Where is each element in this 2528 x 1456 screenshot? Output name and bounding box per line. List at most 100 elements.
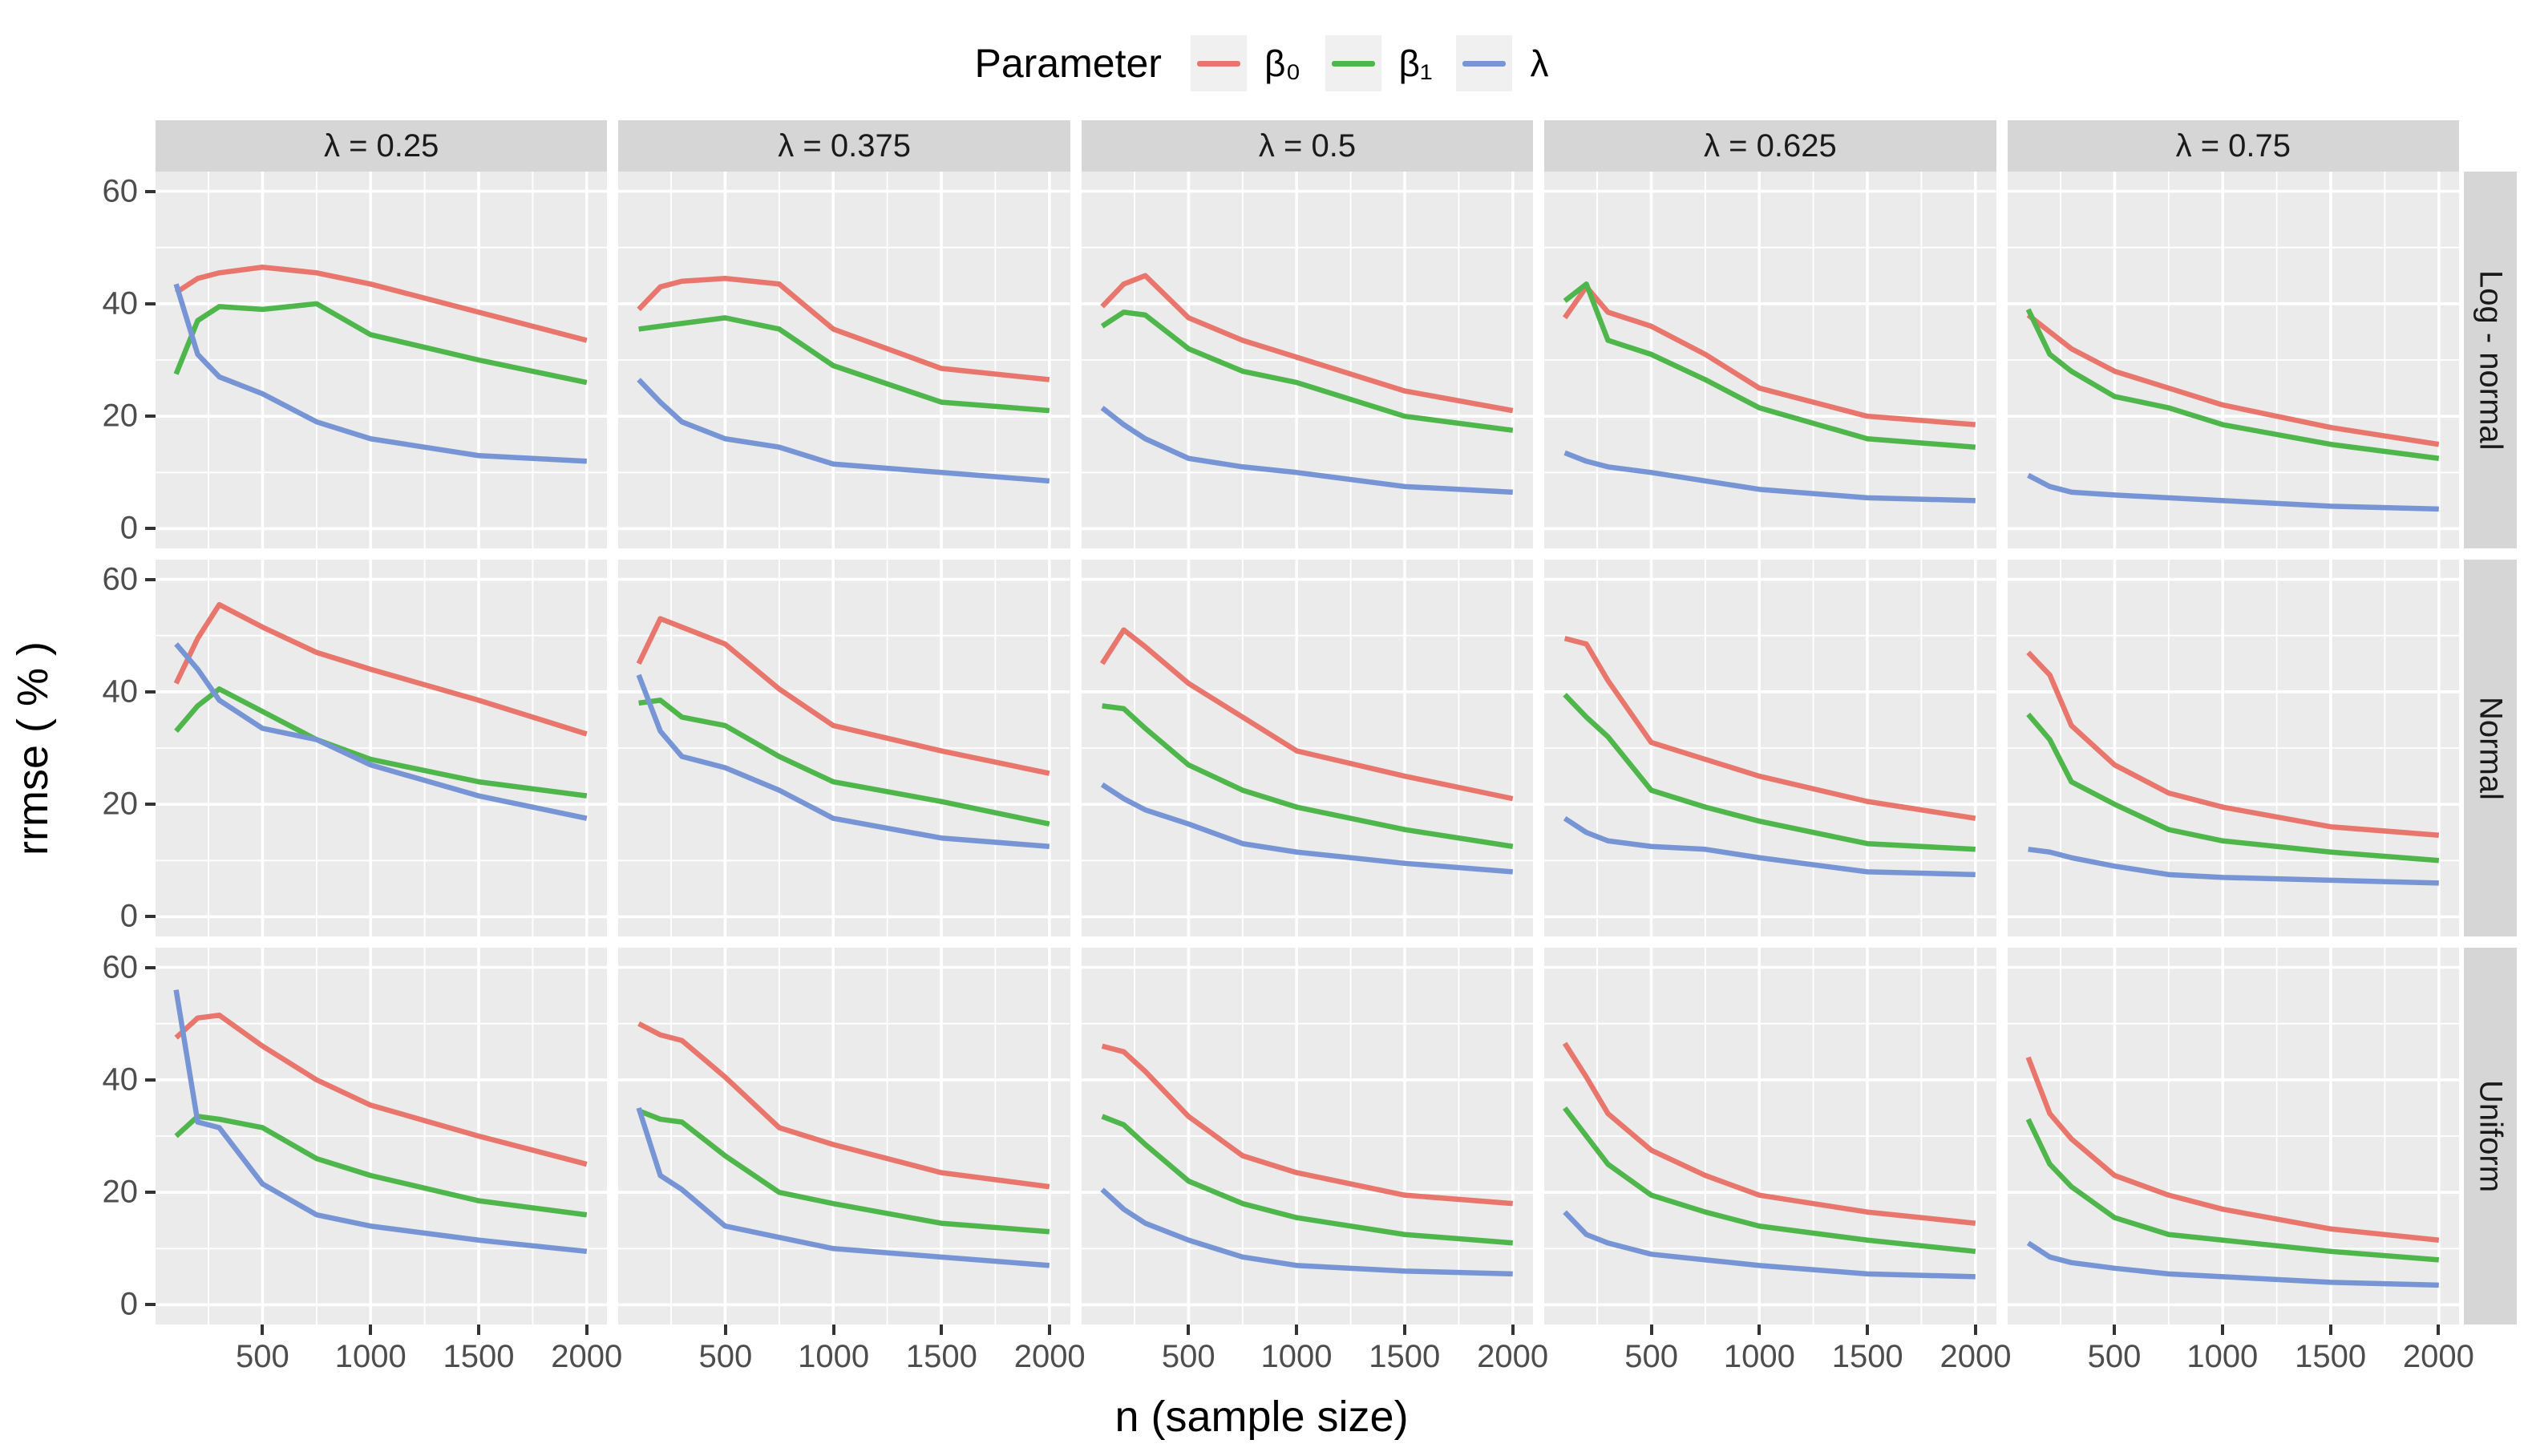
facet-panel-r1-c2 <box>1081 560 1534 936</box>
strip-row-left-spacer <box>6 120 156 172</box>
facet-panel-r1-c3 <box>1544 560 1996 936</box>
y-tick-block-row-0: 60 40 20 0 <box>59 172 156 548</box>
y-tick-mark <box>145 527 156 531</box>
y-tick-label: 40 <box>102 285 139 322</box>
x-tick-mark <box>940 1325 944 1335</box>
facet-strip-row-2: Uniform <box>2464 948 2517 1325</box>
x-tick-label: 1500 <box>443 1339 515 1374</box>
y-tick-mark <box>145 301 156 305</box>
x-tick-mark <box>261 1325 265 1335</box>
facet-plot-r2-c1 <box>618 948 1070 1325</box>
series-line-beta0 <box>176 1015 587 1164</box>
facet-plot-r1-c1 <box>618 560 1070 936</box>
facet-strip-col-2: λ = 0.5 <box>1081 120 1534 172</box>
legend-key-beta0 <box>1190 35 1247 91</box>
series-line-lambda <box>1102 1190 1512 1274</box>
legend-key-lambda <box>1456 35 1513 91</box>
x-tick-mark <box>369 1325 373 1335</box>
facet-plot-r1-c3 <box>1544 560 1996 936</box>
facet-plot-r0-c1 <box>618 172 1070 548</box>
y-tick-mark <box>145 1191 156 1195</box>
series-line-beta0 <box>1102 1046 1512 1203</box>
series-line-beta0 <box>1565 287 1976 425</box>
y-tick-mark <box>145 577 156 581</box>
series-line-beta1 <box>1102 706 1512 846</box>
facet-strip-row-label-2: Uniform <box>2473 1079 2509 1193</box>
x-tick-label: 1500 <box>1369 1339 1441 1374</box>
series-line-beta0 <box>639 1024 1050 1187</box>
facet-plot-r1-c4 <box>2008 560 2459 936</box>
legend: Parameter β₀ β₁ λ <box>6 6 2517 120</box>
series-line-lambda <box>176 284 587 461</box>
x-tick-label: 1500 <box>905 1339 977 1374</box>
series-line-lambda <box>639 675 1050 847</box>
x-tick-mark <box>1649 1325 1653 1335</box>
facet-plot-r0-c3 <box>1544 172 1996 548</box>
series-line-beta1 <box>1565 284 1976 447</box>
legend-key-line-lambda <box>1462 60 1507 67</box>
y-tick-label: 60 <box>102 949 139 985</box>
y-tick-label: 20 <box>102 786 139 822</box>
facet-strip-row-1: Normal <box>2464 560 2517 936</box>
x-tick-mark <box>476 1325 480 1335</box>
series-line-lambda <box>176 644 587 818</box>
x-tick-mark <box>2113 1325 2117 1335</box>
series-line-lambda <box>1102 785 1512 872</box>
series-line-beta0 <box>2028 315 2438 444</box>
x-tick-mark <box>1402 1325 1406 1335</box>
y-tick-mark <box>145 965 156 969</box>
series-line-beta1 <box>2028 1119 2438 1260</box>
facet-panel-r0-c2 <box>1081 172 1534 548</box>
facet-strip-row-label-0: Log - normal <box>2473 269 2509 451</box>
facet-column-strips-row: λ = 0.25 λ = 0.375 λ = 0.5 λ = 0.625 λ = 0.7… <box>6 120 2517 172</box>
y-tick-block-row-1: 60 40 20 0 <box>59 560 156 936</box>
series-line-lambda <box>2028 849 2438 883</box>
x-tick-mark <box>2220 1325 2224 1335</box>
x-tick-label: 1000 <box>334 1339 407 1374</box>
facet-panel-r2-c4 <box>2007 948 2459 1325</box>
series-line-lambda <box>1565 453 1976 501</box>
legend-key-beta1 <box>1325 35 1381 91</box>
series-line-lambda <box>176 990 587 1252</box>
legend-label-beta1: β₁ <box>1398 42 1433 84</box>
facet-panel-r2-c1 <box>618 948 1070 1325</box>
x-tick-label: 1000 <box>1260 1339 1333 1374</box>
series-line-beta1 <box>1102 1116 1512 1243</box>
series-line-lambda <box>2028 1243 2438 1285</box>
x-axis-ticks-row: 500 1000 1500 2000 500 1000 1500 2000 500 1000 150… <box>6 1325 2517 1382</box>
facet-panel-r0-c3 <box>1544 172 1996 548</box>
x-ticks-left-spacer <box>6 1325 156 1382</box>
series-line-beta1 <box>639 700 1050 823</box>
x-tick-mark <box>1187 1325 1191 1335</box>
series-line-beta0 <box>176 267 587 340</box>
x-tick-mark <box>1048 1325 1052 1335</box>
x-tick-mark <box>831 1325 835 1335</box>
series-line-beta1 <box>176 689 587 795</box>
x-tick-label: 1000 <box>1723 1339 1795 1374</box>
x-tick-label: 2000 <box>1013 1339 1086 1374</box>
series-line-beta0 <box>1565 1043 1976 1223</box>
series-line-lambda <box>1565 1212 1976 1277</box>
strip-row-right-spacer <box>2459 120 2517 172</box>
facet-plot-r0-c4 <box>2008 172 2459 548</box>
facet-plot-r2-c0 <box>156 948 607 1325</box>
y-tick-label: 20 <box>102 398 139 434</box>
x-tick-label: 2000 <box>1939 1339 2012 1374</box>
x-tick-label: 2000 <box>2402 1339 2474 1374</box>
y-tick-mark <box>145 803 156 807</box>
legend-title: Parameter <box>974 41 1162 86</box>
y-tick-label: 0 <box>119 510 138 546</box>
facet-strip-col-1: λ = 0.375 <box>618 120 1070 172</box>
x-tick-cell-col-0: 500 1000 1500 2000 <box>156 1325 622 1382</box>
series-line-lambda <box>2028 475 2438 509</box>
series-line-beta1 <box>176 304 587 382</box>
facet-strip-row-0: Log - normal <box>2464 172 2517 548</box>
y-tick-block-row-2: 60 40 20 0 <box>59 948 156 1325</box>
x-tick-mark <box>1757 1325 1762 1335</box>
legend-key-line-beta1 <box>1331 60 1375 67</box>
y-tick-label: 20 <box>102 1174 139 1210</box>
series-line-lambda <box>639 1108 1050 1265</box>
series-line-lambda <box>1565 819 1976 875</box>
facet-strip-col-4: λ = 0.75 <box>2007 120 2459 172</box>
facet-panel-r2-c2 <box>1081 948 1534 1325</box>
